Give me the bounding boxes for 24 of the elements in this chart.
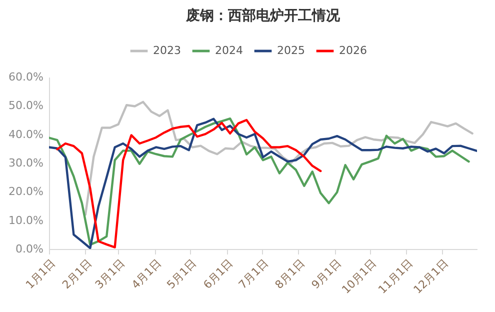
x-tick-label: 7月1日 bbox=[236, 256, 271, 292]
y-tick-label: 0.0% bbox=[16, 242, 44, 256]
x-tick-label: 10月1日 bbox=[339, 256, 379, 296]
y-tick-label: 50.0% bbox=[8, 99, 44, 112]
legend-label: 2023 bbox=[153, 44, 181, 57]
x-tick-label: 2月1日 bbox=[60, 256, 94, 292]
x-tick-label: 12月1日 bbox=[411, 256, 451, 296]
legend-label: 2024 bbox=[215, 44, 243, 57]
line-series bbox=[56, 118, 322, 248]
x-tick-label: 4月1日 bbox=[129, 256, 164, 292]
legend-label: 2025 bbox=[277, 44, 305, 57]
legend-label: 2026 bbox=[339, 44, 367, 57]
y-tick-label: 10.0% bbox=[8, 214, 44, 227]
y-tick-label: 20.0% bbox=[8, 185, 44, 198]
x-tick-label: 6月1日 bbox=[200, 256, 236, 292]
y-tick-label: 30.0% bbox=[8, 156, 44, 170]
x-tick-label: 8月1日 bbox=[272, 256, 308, 292]
x-tick-label: 3月1日 bbox=[92, 256, 128, 292]
chart-title: 废钢：西部电炉开工情况 bbox=[185, 7, 341, 24]
x-tick-label: 1月1日 bbox=[23, 256, 58, 292]
y-tick-label: 60.0% bbox=[8, 70, 44, 84]
y-tick-label: 40.0% bbox=[8, 128, 44, 141]
x-tick-label: 5月1日 bbox=[164, 256, 200, 292]
line-series bbox=[84, 100, 474, 216]
